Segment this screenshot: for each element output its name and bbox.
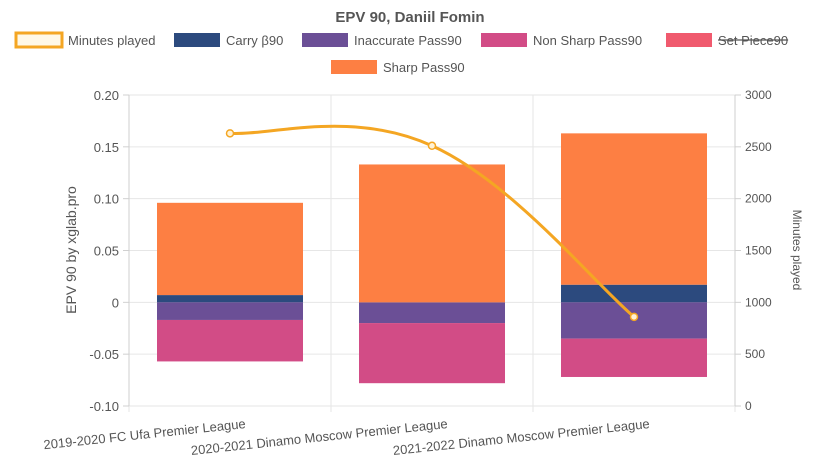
bar-segment (359, 323, 505, 384)
bar-segment (359, 302, 505, 324)
legend: Minutes played Carry β90 Inaccurate Pass90… (14, 31, 789, 75)
y-tick-label: -0.05 (89, 347, 119, 362)
y2-tick-label: 1000 (745, 295, 772, 309)
y-tick-label: 0.20 (94, 88, 119, 103)
y-tick-label: 0.05 (94, 244, 119, 259)
y2-tick-label: 3000 (745, 88, 772, 102)
y-axis-label: EPV 90 by xglab.pro (63, 186, 79, 314)
bar-segment (561, 284, 707, 303)
bar-segment (359, 164, 505, 303)
bar-segment (157, 302, 303, 320)
minutes-line (225, 124, 639, 322)
legend-item[interactable]: Inaccurate Pass90 (302, 33, 462, 48)
y-tick-label: 0.10 (94, 192, 119, 207)
bar-segment (157, 295, 303, 303)
legend-swatch (302, 33, 348, 47)
y2-tick-label: 2500 (745, 140, 772, 154)
legend-swatch (331, 60, 377, 74)
legend-label: Non Sharp Pass90 (533, 33, 642, 48)
minutes-played-point (427, 141, 437, 151)
bar-segment (561, 338, 707, 377)
minutes-played-point (629, 312, 639, 322)
y2-axis-label: Minutes played (790, 210, 804, 291)
chart-title: EPV 90, Daniil Fomin (335, 9, 484, 26)
minutes-played-point (225, 129, 235, 138)
bar-segment (561, 133, 707, 285)
legend-swatch (174, 33, 220, 47)
legend-swatch (14, 31, 64, 49)
legend-item[interactable]: Minutes played (14, 31, 155, 49)
bars (157, 133, 707, 384)
legend-label: Carry β90 (226, 33, 283, 48)
legend-item[interactable]: Carry β90 (174, 33, 283, 48)
legend-swatch (666, 33, 712, 47)
bar-segment (157, 202, 303, 296)
y2-tick-label: 0 (745, 399, 752, 413)
bar-segment (157, 319, 303, 362)
y2-tick-label: 500 (745, 347, 765, 361)
legend-label: Sharp Pass90 (383, 60, 465, 75)
legend-label: Inaccurate Pass90 (354, 33, 462, 48)
y2-tick-label: 2000 (745, 192, 772, 206)
legend-label: Minutes played (68, 33, 155, 48)
y2-tick-label: 1500 (745, 244, 772, 258)
y-tick-label: -0.10 (89, 399, 119, 414)
y-tick-label: 0.15 (94, 140, 119, 155)
y-tick-label: 0 (112, 295, 119, 310)
legend-item[interactable]: Sharp Pass90 (331, 60, 465, 75)
legend-item[interactable]: Set Piece90 (666, 33, 789, 48)
legend-item[interactable]: Non Sharp Pass90 (481, 33, 642, 48)
legend-swatch (481, 33, 527, 47)
